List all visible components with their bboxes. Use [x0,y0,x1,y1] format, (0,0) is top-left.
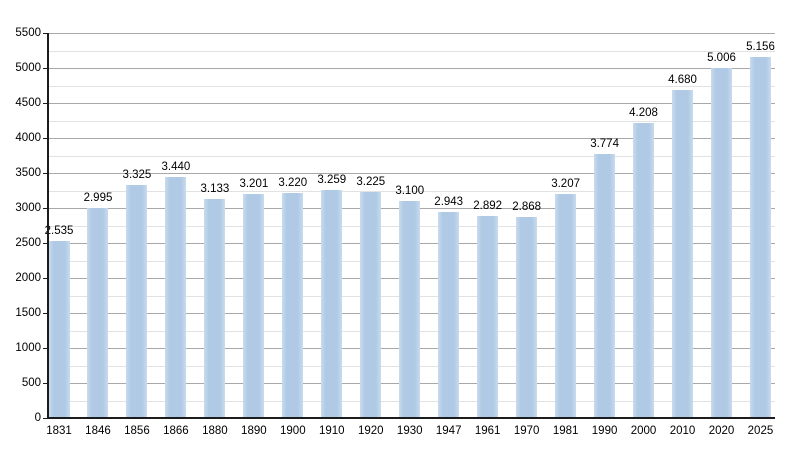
y-axis-label-5500: 5500 [15,27,41,39]
x-axis-label-1920: 1920 [357,425,384,437]
bar-1890 [243,193,265,418]
value-label-2025: 5.156 [746,41,775,54]
value-label-1846: 2.995 [83,192,113,205]
gridline-minor [48,190,775,192]
bar-1856 [126,185,148,418]
y-axis-label-3500: 3500 [15,167,41,179]
bar-2010 [672,90,694,418]
y-tickmark [43,138,48,139]
y-axis-label-5000: 5000 [15,62,41,74]
y-tickmark [43,313,48,314]
y-axis-line [47,33,49,419]
gridline-major [48,138,775,139]
y-tickmark [43,348,48,349]
y-tickmark [43,383,48,384]
y-tickmark [43,278,48,279]
x-axis-label-1890: 1890 [241,425,267,437]
x-axis-label-1880: 1880 [202,425,228,437]
x-axis-label-1970: 1970 [513,425,540,437]
x-axis-label-2020: 2020 [708,425,735,437]
value-label-2000: 4.208 [629,107,658,120]
y-axis-label-4500: 4500 [15,97,41,109]
value-label-1880: 3.133 [200,182,230,195]
bar-2000 [633,123,655,418]
x-axis-label-1856: 1856 [124,425,150,437]
x-axis-label-2000: 2000 [630,425,657,437]
gridline-major [48,68,775,69]
x-axis-label-1947: 1947 [435,425,462,437]
value-label-1961: 2.892 [473,199,503,212]
x-axis-label-1910: 1910 [318,425,345,437]
y-tickmark [43,243,48,244]
bar-1880 [204,198,226,418]
bar-1947 [438,212,460,418]
y-axis-label-3000: 3000 [15,202,41,214]
x-axis-label-1961: 1961 [474,425,501,437]
value-label-2020: 5.006 [707,51,736,64]
bar-1900 [282,192,304,418]
bar-1981 [555,193,577,418]
value-label-1947: 2.943 [434,195,464,208]
gridline-major [48,173,775,174]
gridline-major [48,33,775,34]
value-label-1856: 3.325 [122,169,152,182]
x-axis-label-2025: 2025 [747,425,774,437]
gridline-minor [48,120,775,122]
x-axis-line [47,417,775,419]
bar-1990 [594,153,616,418]
x-axis-label-1846: 1846 [85,425,111,437]
plot-area: 2.535 1831 2.995 1846 3.325 1856 3.440 1866 3.13… [44,33,775,437]
y-tickmark [43,173,48,174]
value-label-1990: 3.774 [590,137,619,150]
value-label-1900: 3.220 [278,176,308,189]
value-label-1831: 2.535 [44,224,74,237]
y-tickmark [43,68,48,69]
y-tickmark [43,33,48,34]
y-axis-label-1500: 1500 [15,307,41,319]
x-axis-label-1900: 1900 [280,425,306,437]
y-axis-label-2000: 2000 [15,272,41,284]
x-axis-label-1990: 1990 [591,425,618,437]
bar-1961 [477,215,499,418]
value-label-1970: 2.868 [512,201,542,214]
gridline-minor [48,50,775,52]
y-axis-label-4000: 4000 [15,132,41,144]
gridline-minor [48,85,775,87]
value-label-1920: 3.225 [356,176,386,189]
x-axis-label-1981: 1981 [552,425,579,437]
y-tickmark [43,418,48,419]
y-axis-label-0: 0 [34,412,41,424]
value-label-1910: 3.259 [317,173,347,186]
y-tickmark [43,103,48,104]
bar-1831 [48,240,70,418]
gridline-minor [48,155,775,157]
value-label-1866: 3.440 [161,161,191,174]
value-label-1890: 3.201 [239,177,269,190]
bar-1920 [360,192,382,418]
gridline-major [48,103,775,104]
bar-1970 [516,217,538,418]
x-axis-label-1866: 1866 [163,425,189,437]
bar-2020 [710,67,732,418]
bar-1930 [399,201,421,418]
x-axis-label-1930: 1930 [396,425,423,437]
y-axis-label-500: 500 [21,377,41,389]
x-axis-label-1831: 1831 [46,425,72,437]
bar-1866 [165,177,187,418]
y-axis-label-2500: 2500 [15,237,41,249]
value-label-1981: 3.207 [551,177,580,190]
bar-2025 [749,57,771,418]
x-axis-label-2010: 2010 [669,425,696,437]
bar-1910 [321,189,343,418]
value-label-1930: 3.100 [395,185,425,197]
bar-1846 [87,208,109,418]
y-axis-label-1000: 1000 [15,342,41,354]
y-tickmark [43,208,48,209]
value-label-2010: 4.680 [668,74,697,87]
